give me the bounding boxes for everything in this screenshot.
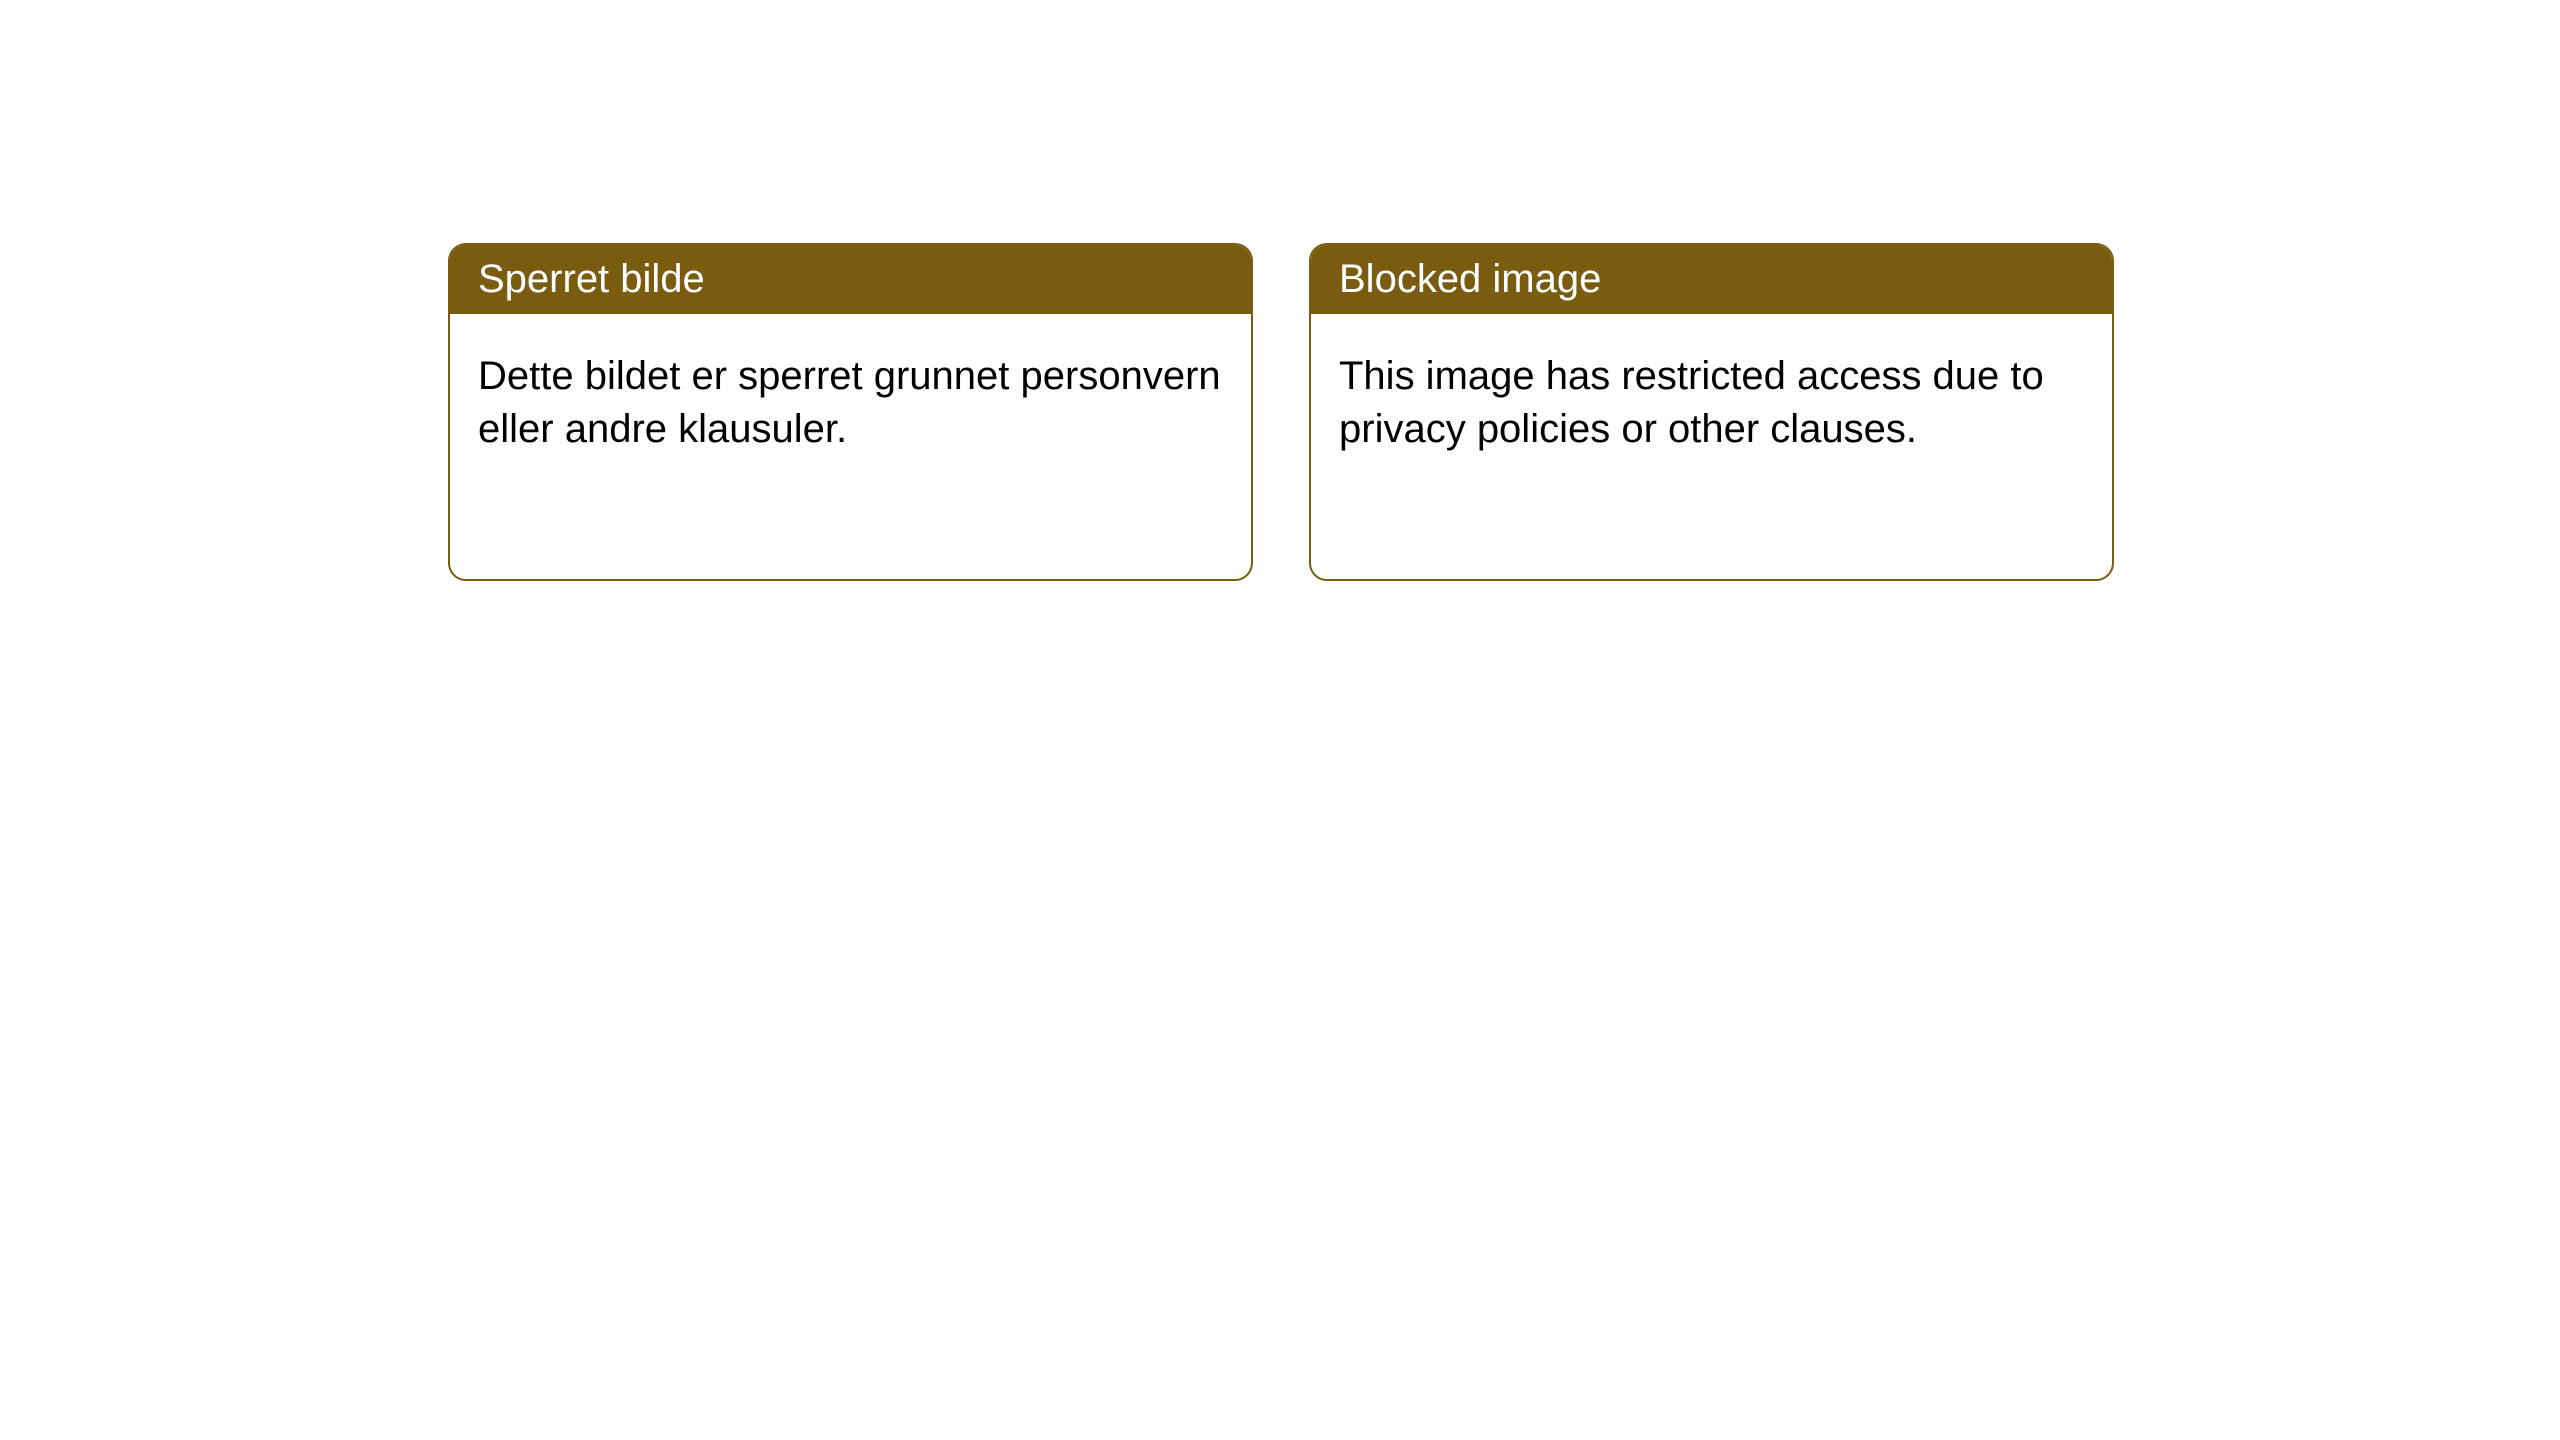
notice-body: Dette bildet er sperret grunnet personve… — [450, 314, 1251, 492]
notice-header: Blocked image — [1311, 245, 2112, 314]
notice-card-norwegian: Sperret bilde Dette bildet er sperret gr… — [448, 243, 1253, 581]
notice-card-english: Blocked image This image has restricted … — [1309, 243, 2114, 581]
notice-header: Sperret bilde — [450, 245, 1251, 314]
notice-container: Sperret bilde Dette bildet er sperret gr… — [0, 0, 2560, 581]
notice-body: This image has restricted access due to … — [1311, 314, 2112, 492]
